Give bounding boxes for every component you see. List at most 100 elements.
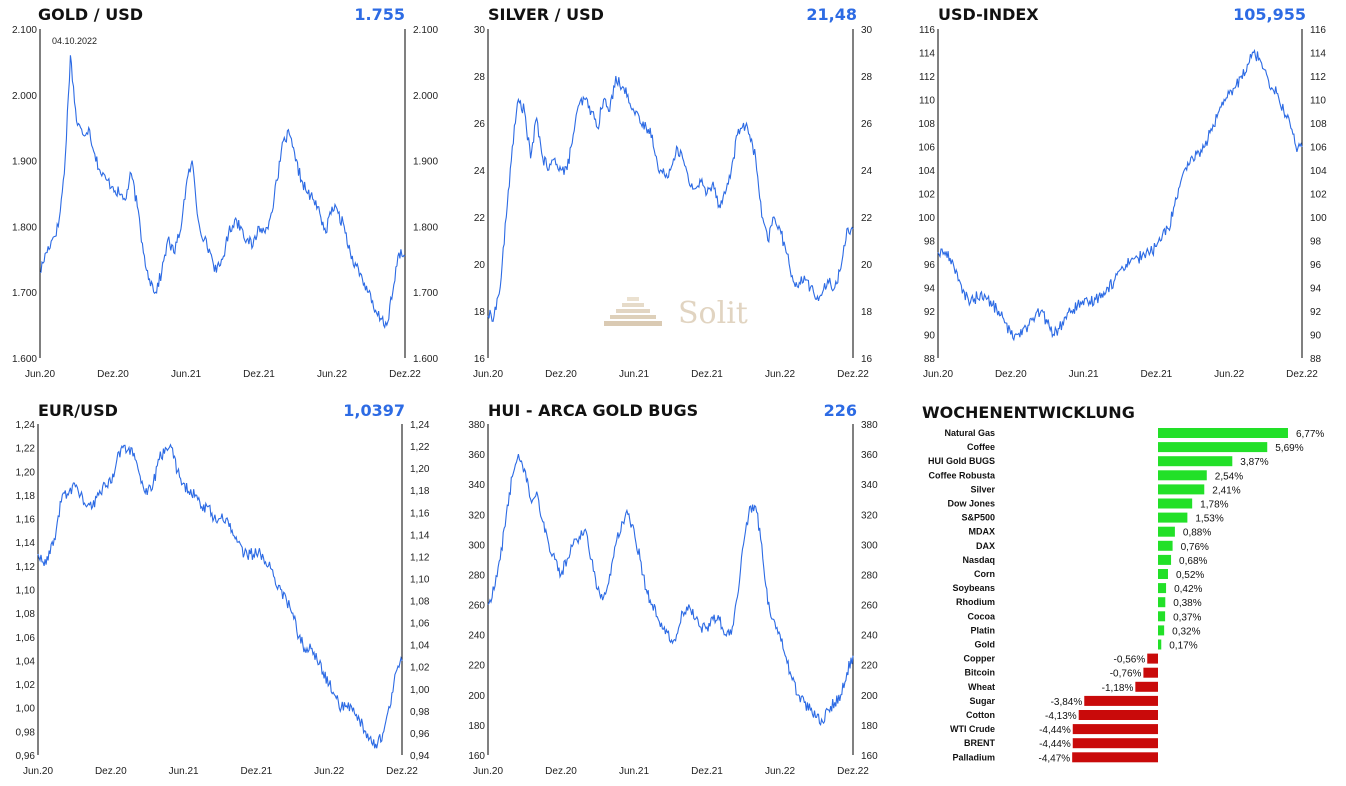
bar-category-label: Coffee Robusta [928,470,995,480]
y-tick-label-right: 94 [1310,284,1322,295]
y-tick-label-right: 116 [1310,25,1326,36]
bar-value-label: -0,76% [1110,669,1142,680]
x-tick-label: Dez.20 [95,766,127,777]
bar-category-label: BRENT [964,738,996,748]
y-tick-label-left: 28 [474,72,486,83]
chart-title: SILVER / USD [488,5,604,24]
current-value: 21,48 [806,5,857,24]
y-tick-label-left: 2.100 [12,25,37,36]
bar-category-label: Platin [970,625,995,635]
y-tick-label-right: 1.900 [413,157,438,168]
x-tick-label: Jun.22 [314,766,344,777]
bar-category-label: Natural Gas [944,428,995,438]
x-tick-label: Dez.22 [389,369,421,380]
y-tick-label-right: 1,18 [410,486,430,497]
bar [1158,512,1188,523]
y-tick-label-right: 1,04 [410,641,430,652]
bar-value-label: 0,37% [1173,612,1201,623]
y-tick-label-right: 2.000 [413,91,438,102]
y-tick-label-left: 106 [918,143,935,154]
chart-title: WOCHENENTWICKLUNG [922,403,1135,422]
bar-value-label: 3,87% [1240,457,1268,468]
bar [1158,442,1268,453]
y-tick-label-right: 16 [861,354,873,365]
x-tick-label: Jun.22 [1214,369,1244,380]
bar-category-label: Cocoa [967,611,996,621]
y-tick-label-right: 88 [1310,354,1322,365]
y-tick-label-right: 102 [1310,190,1327,201]
y-tick-label-right: 1.800 [413,222,438,233]
x-tick-label: Dez.20 [995,369,1027,380]
y-tick-label-right: 90 [1310,331,1322,342]
y-tick-label-right: 340 [861,480,878,491]
y-tick-label-right: 96 [1310,260,1322,271]
bar [1158,540,1173,551]
bar-category-label: Bitcoin [965,668,996,678]
y-tick-label-left: 1.800 [12,222,37,233]
x-tick-label: Dez.21 [241,766,273,777]
y-tick-label-left: 1,20 [16,467,36,478]
y-tick-label-left: 96 [924,260,936,271]
bar-category-label: MDAX [969,527,996,537]
current-value: 1.755 [354,5,405,24]
y-tick-label-right: 18 [861,307,873,318]
y-tick-label-right: 106 [1310,143,1327,154]
current-value: 1,0397 [343,401,405,420]
y-tick-label-left: 1,16 [16,515,36,526]
y-tick-label-left: 180 [468,721,485,732]
gold-usd-chart: GOLD / USD 1.755 1.600 1.700 1.800 1.900 2.000… [12,5,438,380]
bar-value-label: 5,69% [1275,443,1303,454]
bar-value-label: 0,17% [1169,641,1197,652]
y-tick-label-right: 108 [1310,119,1327,130]
y-tick-label-right: 100 [1310,213,1327,224]
bar [1158,470,1207,481]
y-tick-label-right: 1,02 [410,663,430,674]
bar [1158,484,1205,495]
x-tick-label: Jun.21 [169,766,199,777]
chart-title: USD-INDEX [938,5,1039,24]
x-tick-label: Jun.20 [23,766,53,777]
y-tick-label-right: 104 [1310,166,1327,177]
price-line [937,48,1303,342]
y-tick-label-right: 1.600 [413,354,438,365]
bar-category-label: Coffee [967,442,995,452]
y-tick-label-left: 1,06 [16,633,36,644]
bar-value-label: 1,78% [1200,500,1228,511]
y-tick-label-right: 300 [861,540,878,551]
bar-category-label: Palladium [952,752,995,762]
bar [1135,681,1158,692]
bar-category-label: Cotton [966,710,995,720]
y-tick-label-right: 240 [861,631,878,642]
current-value: 226 [824,401,857,420]
eur-usd-chart: EUR/USD 1,0397 0,96 0,98 1,00 1,02 1,04 1,06 1,0… [16,401,430,777]
y-tick-label-left: 1.600 [12,354,37,365]
y-tick-label-left: 1,22 [16,444,36,455]
y-tick-label-right: 0,96 [410,729,430,740]
y-tick-label-left: 280 [468,570,485,581]
y-tick-label-right: 200 [861,691,878,702]
bar-value-label: 0,32% [1172,626,1200,637]
bar-category-label: S&P500 [961,513,995,523]
x-tick-label: Dez.20 [97,369,129,380]
y-tick-label-left: 16 [474,354,486,365]
y-tick-label-left: 220 [468,661,485,672]
y-tick-label-left: 1,18 [16,491,36,502]
bar-value-label: 2,54% [1215,471,1243,482]
bar [1072,724,1158,735]
y-tick-label-right: 1,12 [410,552,430,563]
bar-category-label: Soybeans [952,583,995,593]
watermark-text: Solit [678,296,748,331]
y-tick-label-left: 1,00 [16,704,36,715]
y-tick-label-right: 160 [861,751,878,762]
bar-category-label: HUI Gold BUGS [928,456,995,466]
current-value: 105,955 [1233,5,1306,24]
y-tick-label-left: 380 [468,420,485,431]
y-tick-label-right: 2.100 [413,25,438,36]
y-tick-label-left: 94 [924,284,936,295]
y-tick-label-right: 1,06 [410,619,430,630]
y-tick-label-left: 1,10 [16,586,36,597]
y-tick-label-left: 0,98 [16,727,36,738]
y-tick-label-right: 98 [1310,237,1322,248]
bar [1084,695,1158,706]
y-tick-label-right: 1,14 [410,530,430,541]
